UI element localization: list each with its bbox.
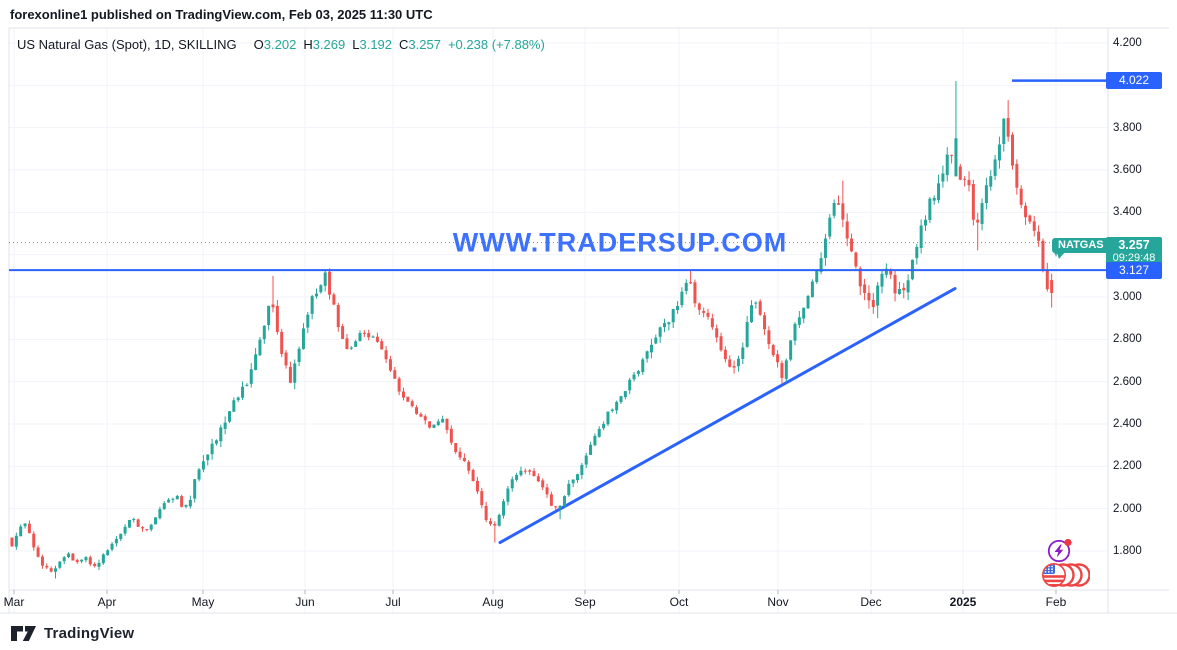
price-tick-label: 3.600: [1113, 164, 1142, 176]
tradingview-logo-icon: [11, 625, 36, 641]
price-tick-label: 4.200: [1113, 37, 1142, 49]
price-tick-label: 1.800: [1113, 545, 1142, 557]
ohlc-value: 3.192: [359, 37, 393, 52]
time-tick-label-sep: Sep: [574, 595, 596, 609]
time-tick-label-feb: Feb: [1045, 595, 1067, 609]
ohlc-value: 3.257: [408, 37, 441, 52]
time-tick-label-jul: Jul: [385, 595, 401, 609]
resistance-price-label: 4.022: [1106, 71, 1162, 89]
change-value: +0.238 (+7.88%): [447, 37, 545, 52]
price-tick-label: 3.000: [1113, 291, 1142, 303]
price-tick-label: 3.800: [1113, 121, 1142, 134]
ohlc-value: 3.202: [263, 37, 297, 52]
price-tick-label: 2.200: [1113, 460, 1142, 473]
lightning-bolt-glyph: [1054, 544, 1064, 558]
tradingview-brand-text: TradingView: [44, 624, 135, 642]
ohlc-letter: O: [253, 37, 264, 52]
support-price-label: 3.127: [1106, 262, 1162, 280]
symbol-legend: US Natural Gas (Spot), 1D, SKILLING O3.20…: [17, 37, 545, 52]
time-tick-label-oct: Oct: [669, 595, 689, 609]
price-tick-label: 2.600: [1113, 375, 1142, 388]
price-tick-label: 2.800: [1113, 333, 1142, 346]
time-tick-label-mar: Mar: [3, 595, 25, 609]
price-tick-label: 2.400: [1113, 418, 1142, 430]
time-tick-label-apr: Apr: [97, 595, 117, 609]
ohlc-letter: L: [352, 37, 360, 52]
time-tick-label-may: May: [191, 595, 215, 609]
time-tick-label-dec: Dec: [860, 595, 882, 609]
ohlc-letter: H: [303, 37, 313, 52]
time-tick-label-2025: 2025: [949, 595, 977, 609]
last-price-label: 3.257 09:29:48: [1106, 237, 1162, 265]
lightning-alert-icon[interactable]: [1045, 535, 1075, 565]
symbol-tag-bubble: NATGAS: [1052, 238, 1110, 253]
us-flag-events-icon[interactable]: [1038, 560, 1090, 590]
publish-info-line: forexonline1 published on TradingView.co…: [10, 7, 433, 22]
price-tick-label: 3.400: [1113, 206, 1142, 219]
watermark: WWW.TRADERSUP.COM: [452, 227, 788, 258]
time-tick-label-nov: Nov: [767, 595, 789, 609]
last-price-value: 3.257: [1118, 238, 1150, 252]
ohlc-values: O3.202 H3.269 L3.192 C3.257 +0.238 (+7.88%): [247, 37, 545, 52]
bar-countdown: 09:29:48: [1112, 252, 1156, 264]
notification-dot: [1064, 538, 1072, 547]
time-tick-label-jun: Jun: [295, 595, 315, 609]
footer-brand[interactable]: TradingView: [10, 621, 134, 645]
time-tick-label-aug: Aug: [482, 595, 504, 609]
ohlc-letter: C: [399, 37, 409, 52]
price-tick-label: 2.000: [1113, 502, 1142, 515]
ohlc-value: 3.269: [312, 37, 346, 52]
symbol-title: US Natural Gas (Spot), 1D, SKILLING: [17, 37, 237, 52]
